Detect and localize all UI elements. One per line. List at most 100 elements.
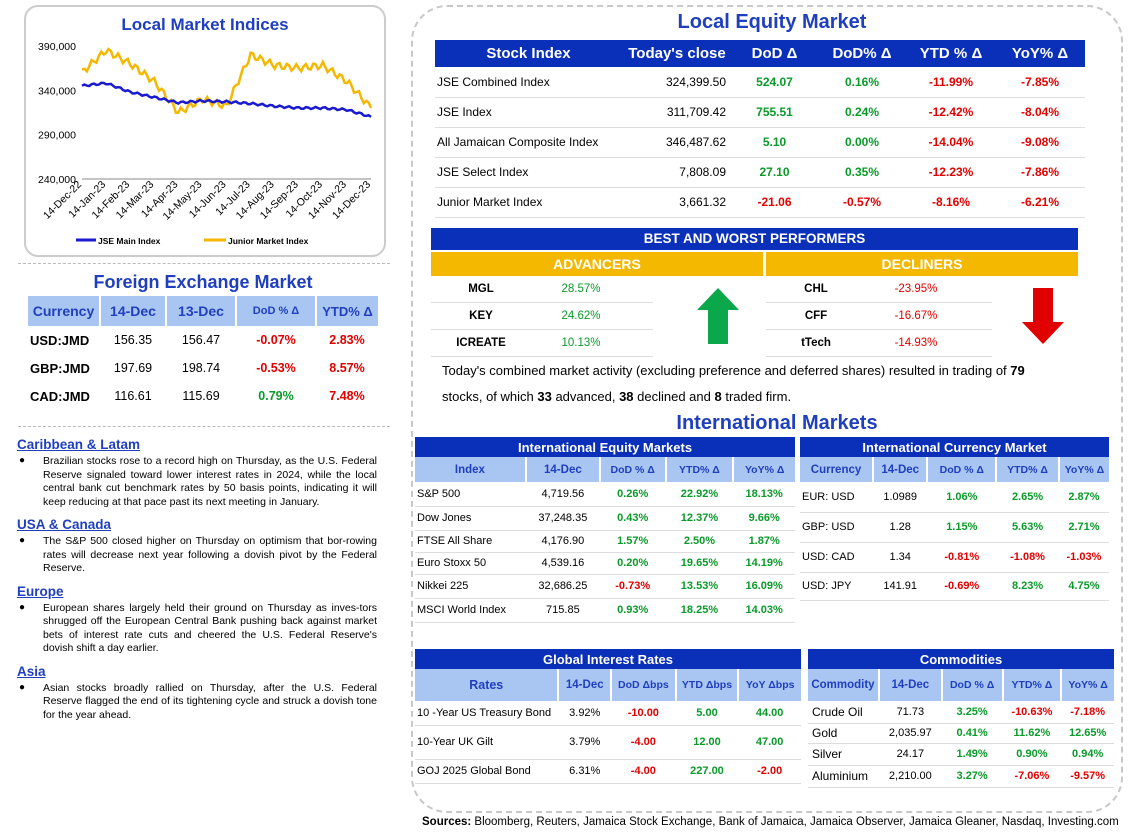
eq-close: 7,808.09	[622, 157, 732, 188]
row-dod: -0.81%	[944, 551, 980, 563]
r-h-yoy: YoY Δbps	[737, 669, 801, 701]
row-yoy: 9.66%	[748, 512, 780, 524]
row-ytd: -7.06%	[1014, 770, 1050, 782]
advancers-header: ADVANCERS	[431, 252, 763, 276]
fx-currency: CAD:JMD	[30, 388, 90, 404]
row-yoy: 1.87%	[748, 535, 780, 547]
eq-row: JSE Index 311,709.42 755.51 0.24% -12.42% -8.…	[435, 97, 1085, 128]
row-value: 4,539.16	[541, 557, 585, 569]
row-yoy: 4.75%	[1068, 580, 1100, 592]
performer-symbol: MGL	[468, 283, 494, 295]
performer-pct: -16.67%	[894, 310, 938, 322]
eq-dod: 27.10	[732, 157, 817, 188]
rates-table: Global Interest Rates Rates 14-Dec DoD Δ…	[415, 649, 801, 784]
row-ytd: 2.50%	[683, 535, 716, 547]
rates-row: 10 -Year US Treasury Bond 3.92% -10.00 5.00…	[415, 701, 801, 725]
eq-header-dodp: DoD% Δ	[817, 40, 907, 67]
c-h-yoy: YoY% Δ	[1060, 669, 1114, 701]
news-heading[interactable]: Asia	[17, 663, 46, 679]
row-name: Euro Stoxx 50	[417, 557, 487, 569]
c-h-ytd: YTD% Δ	[1001, 669, 1062, 701]
performer-row: CHL -23.95%	[766, 276, 992, 303]
eq-header-ytd: YTD % Δ	[907, 40, 995, 67]
row-yoy: 16.09%	[745, 580, 783, 592]
commodities-title: Commodities	[808, 649, 1114, 669]
summary-total: 79	[1010, 363, 1025, 378]
fx-header-currency: Currency	[28, 296, 100, 326]
commodity-row: Gold 2,035.97 0.41% 11.62% 12.65%	[808, 723, 1114, 743]
intl-currency-row: USD: JPY 141.91 -0.69% 8.23% 4.75%	[800, 572, 1109, 600]
ie-h-ytd: YTD% Δ	[664, 457, 734, 482]
summary-adv: 33	[537, 389, 552, 404]
intl-title: International Markets	[676, 412, 878, 434]
eq-close: 346,487.62	[622, 127, 732, 158]
news-block: USA & Canada ● The S&P 500 closed higher…	[17, 517, 377, 576]
decliners-list: CHL -23.95% CFF -16.67% tTech -14.93%	[766, 276, 992, 357]
news-item: ● The S&P 500 closed higher on Thursday …	[17, 535, 377, 576]
advancers-list: MGL 28.57% KEY 24.62% ICREATE 10.13%	[431, 276, 653, 357]
y-tick-label: 240,000	[38, 174, 76, 186]
r-h-ytd: YTD Δbps	[674, 669, 739, 701]
row-name: GBP: USD	[802, 521, 855, 533]
performer-pct: 10.13%	[561, 337, 601, 349]
row-name: FTSE All Share	[417, 535, 493, 547]
intl-equity-row: Dow Jones 37,248.35 0.43% 12.37% 9.66%	[415, 506, 795, 530]
row-value: 2,035.97	[888, 727, 932, 739]
row-ytd: -10.63%	[1011, 705, 1053, 718]
news-text: European shares largely held their groun…	[43, 601, 377, 655]
eq-close: 311,709.42	[622, 97, 732, 128]
news-section: Caribbean & Latam ● Brazilian stocks ros…	[17, 437, 377, 722]
intl-equity-row: FTSE All Share 4,176.90 1.57% 2.50% 1.87%	[415, 530, 795, 552]
eq-dodp: 0.35%	[817, 157, 907, 188]
fx-header-d2: 13-Dec	[165, 296, 236, 326]
market-summary: Today's combined market activity (exclud…	[442, 358, 1082, 410]
eq-row: All Jamaican Composite Index 346,487.62 5.…	[435, 127, 1085, 158]
row-dod: 1.15%	[946, 521, 978, 533]
row-ytd: 13.53%	[680, 580, 719, 592]
row-value: 715.85	[546, 604, 580, 616]
news-heading[interactable]: USA & Canada	[17, 517, 112, 532]
eq-row: JSE Select Index 7,808.09 27.10 0.35% -12.23…	[435, 157, 1085, 188]
fx-row: USD:JMD 156.35 156.47 -0.07% 2.83%	[28, 326, 378, 354]
row-dod: -4.00	[630, 765, 656, 777]
row-yoy: 2.87%	[1068, 490, 1100, 503]
right-panel	[411, 5, 1123, 813]
row-ytd: 5.00	[696, 706, 718, 719]
row-ytd: 12.00	[693, 736, 721, 748]
up-arrow-icon	[697, 288, 739, 344]
news-heading[interactable]: Europe	[17, 583, 64, 599]
news-block: Caribbean & Latam ● Brazilian stocks ros…	[17, 437, 377, 509]
fx-d2: 198.74	[181, 361, 221, 375]
fx-ytd: 8.57%	[329, 361, 365, 375]
eq-close: 324,399.50	[622, 67, 732, 98]
news-heading[interactable]: Caribbean & Latam	[17, 437, 141, 452]
row-dod: 1.57%	[617, 535, 649, 547]
row-value: 6.31%	[569, 765, 601, 777]
row-dod: 0.43%	[617, 512, 649, 524]
row-yoy: 2.71%	[1068, 521, 1100, 533]
eq-dod: 755.51	[732, 97, 817, 128]
row-name: S&P 500	[417, 487, 461, 500]
eq-ytd: -12.23%	[907, 157, 995, 188]
eq-header-close: Today's close	[622, 40, 732, 67]
performers-title: BEST AND WORST PERFORMERS	[431, 228, 1078, 250]
summary-firm: 8	[714, 389, 722, 404]
row-ytd: -1.08%	[1010, 551, 1045, 563]
summary-text: stocks, of which	[442, 389, 538, 404]
intl-equity-table: International Equity Markets Index 14-De…	[415, 437, 795, 623]
r-h-rates: Rates	[415, 669, 559, 701]
row-name: Dow Jones	[417, 512, 472, 524]
eq-name: JSE Select Index	[435, 157, 622, 188]
eq-close: 3,661.32	[622, 187, 732, 218]
ie-h-index: Index	[415, 457, 526, 482]
row-yoy: -1.03%	[1066, 551, 1102, 563]
fx-d1: 116.61	[114, 389, 152, 403]
row-dod: -10.00	[627, 706, 659, 719]
row-ytd: 2.65%	[1011, 490, 1044, 503]
row-dod: -0.73%	[615, 580, 651, 592]
performer-symbol: ICREATE	[456, 337, 506, 349]
eq-header-index: Stock Index	[435, 40, 622, 67]
y-tick-label: 340,000	[38, 85, 76, 97]
news-item: ● Brazilian stocks rose to a record high…	[17, 455, 377, 509]
row-value: 1.34	[889, 551, 911, 563]
